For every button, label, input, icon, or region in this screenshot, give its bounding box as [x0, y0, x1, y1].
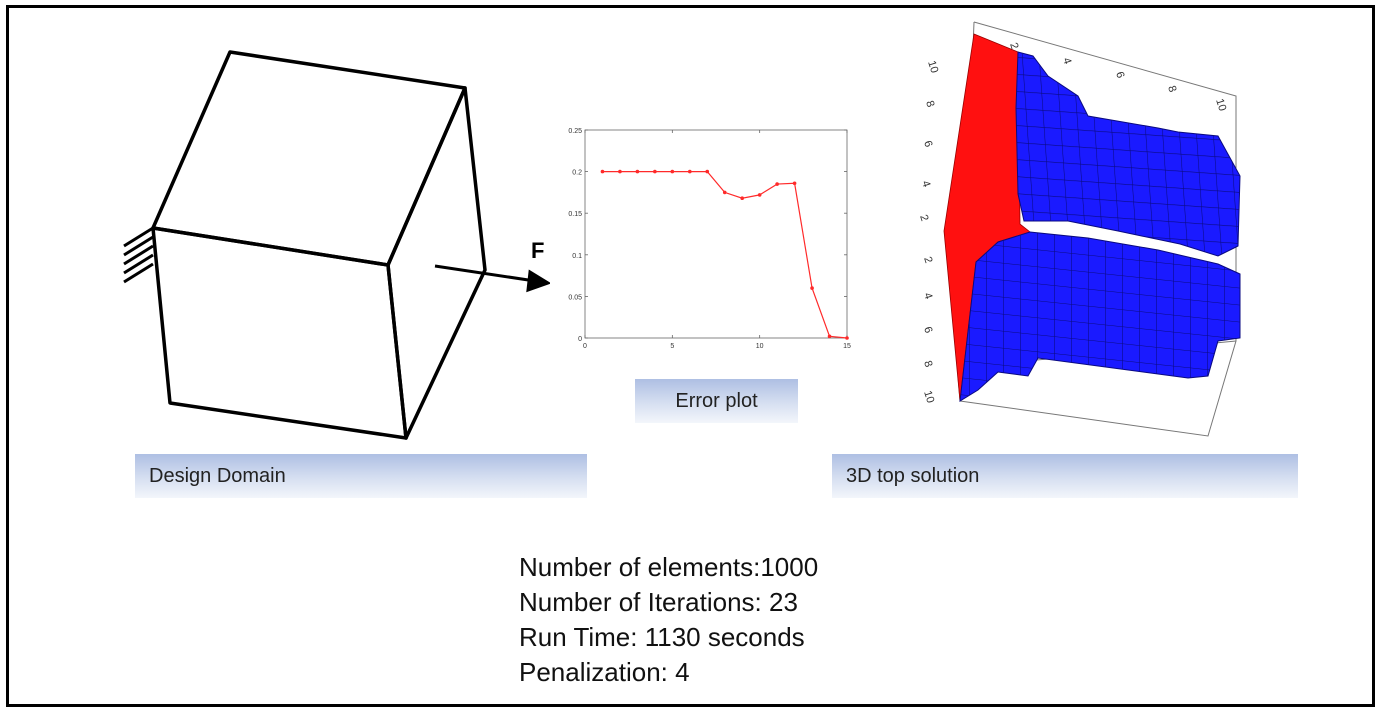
y-tick-label-1: 0.05: [568, 294, 582, 301]
left-tick-lower-8: 8: [921, 359, 934, 369]
x-tick-label-2: 10: [756, 343, 764, 350]
y-tick-label-2: 0.1: [572, 253, 582, 260]
3d-top-solution-label: 3D top solution: [832, 454, 1298, 498]
data-point-5: [688, 169, 692, 174]
left-axis-ticks-upper: 10 8 6 4 2: [918, 59, 940, 223]
data-point-2: [635, 169, 640, 174]
upper-material-block: [1015, 51, 1241, 257]
design-domain-label: Design Domain: [135, 454, 587, 498]
x-tick-label-0: 0: [583, 343, 587, 350]
x-tick-label-3: 15: [843, 343, 851, 350]
y-tick-label-4: 0.2: [572, 170, 582, 177]
top-tick-6: 6: [1113, 70, 1126, 80]
stat-penalization: Penalization: 4: [519, 657, 690, 687]
data-point-7: [722, 190, 727, 195]
error-plot-chart: 0 0.05 0.1 0.15 0.2 0.25 0 5 10 15: [568, 128, 851, 350]
left-axis-ticks-lower: 2 4 6 8 10: [921, 255, 936, 404]
left-tick-upper-4: 4: [919, 179, 932, 189]
y-tick-label-0: 0: [578, 336, 582, 343]
force-label: F: [531, 238, 545, 263]
stat-iterations: Number of Iterations: 23: [519, 587, 798, 617]
top-tick-8: 8: [1165, 84, 1178, 94]
data-point-8: [740, 196, 744, 201]
stat-elements: Number of elements:1000: [519, 552, 819, 582]
data-point-14: [845, 336, 849, 340]
x-tick-label-1: 5: [670, 343, 674, 350]
left-tick-upper-6: 6: [921, 139, 934, 149]
left-tick-upper-8: 8: [923, 99, 936, 109]
left-tick-lower-4: 4: [921, 291, 934, 301]
data-point-11: [792, 181, 797, 186]
data-point-9: [757, 193, 762, 197]
left-tick-lower-2: 2: [921, 255, 934, 265]
left-tick-upper-2: 2: [918, 213, 930, 223]
top-tick-2: 2: [1007, 41, 1020, 51]
data-point-3: [653, 169, 657, 174]
data-point-10: [775, 182, 779, 186]
lower-material-block: [959, 231, 1241, 402]
top-tick-10: 10: [1213, 97, 1228, 112]
design-domain-cube: [123, 50, 550, 440]
data-point-4: [670, 169, 675, 174]
y-tick-label-5: 0.25: [568, 128, 582, 135]
stat-runtime: Run Time: 1130 seconds: [519, 622, 805, 652]
3d-top-solution-plot: 2 4 6 8 10 10 8 6 4 2 2 4 6 8 10: [918, 21, 1241, 437]
left-tick-lower-6: 6: [921, 325, 934, 335]
data-point-12: [810, 286, 814, 290]
left-tick-upper-10: 10: [925, 59, 940, 74]
top-tick-4: 4: [1060, 56, 1073, 66]
data-point-6: [705, 169, 710, 174]
data-point-1: [618, 169, 622, 174]
data-point-13: [827, 334, 832, 339]
top-axis-ticks: 2 4 6 8 10: [1007, 41, 1228, 112]
left-tick-lower-10: 10: [921, 389, 936, 404]
error-plot-label: Error plot: [635, 379, 798, 423]
y-tick-label-3: 0.15: [568, 211, 582, 218]
plot-area: [584, 129, 848, 339]
run-statistics: Number of elements:1000 Number of Iterat…: [519, 550, 818, 690]
data-point-0: [600, 169, 605, 174]
